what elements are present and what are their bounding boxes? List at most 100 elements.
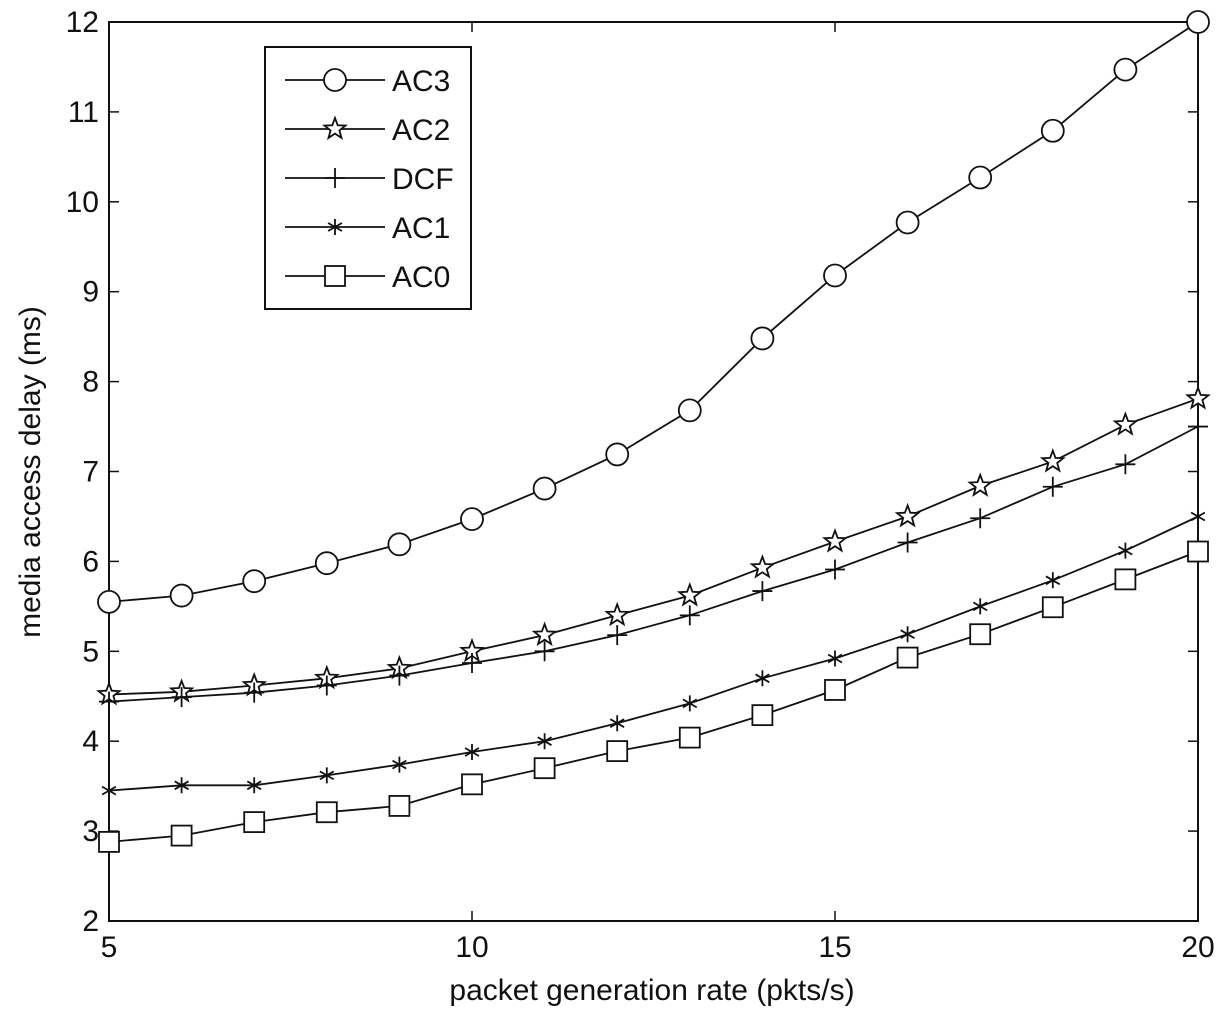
data-point-ac1 — [972, 598, 988, 615]
series-ac1 — [101, 508, 1206, 799]
data-point-ac0 — [1187, 540, 1209, 563]
y-tick-label: 11 — [68, 96, 99, 129]
data-point-ac3 — [532, 476, 557, 501]
data-point-dcf — [1115, 454, 1136, 475]
data-point-dcf — [171, 687, 192, 708]
data-point-ac0 — [606, 740, 629, 762]
data-point-ac3 — [677, 398, 702, 423]
data-point-ac3 — [387, 532, 412, 557]
data-point-ac3 — [750, 326, 775, 351]
data-point-dcf — [752, 581, 773, 602]
y-tick-label: 2 — [82, 905, 99, 938]
data-point-ac3 — [1040, 118, 1065, 143]
data-point-ac1 — [682, 695, 698, 712]
data-point-ac1 — [464, 744, 480, 760]
x-tick-label: 15 — [818, 931, 851, 964]
y-tick-label: 7 — [82, 456, 99, 489]
legend-label: AC2 — [392, 114, 450, 147]
legend-marker-ac2 — [322, 115, 348, 140]
y-tick-label: 3 — [82, 815, 99, 848]
data-point-dcf — [1042, 476, 1063, 497]
data-point-ac1 — [537, 733, 552, 750]
data-point-ac1 — [319, 767, 335, 784]
x-tick-label: 5 — [101, 931, 118, 964]
x-tick-label: 10 — [455, 931, 488, 964]
data-point-ac1 — [1045, 572, 1061, 589]
y-tick-label: 4 — [82, 725, 99, 758]
data-point-ac1 — [174, 777, 189, 794]
series-ac2 — [96, 385, 1211, 706]
x-tick-label: 20 — [1181, 931, 1214, 964]
data-point-ac2 — [604, 601, 631, 627]
legend-label: DCF — [392, 163, 454, 196]
data-point-ac2 — [1185, 385, 1211, 410]
y-axis-title: media access delay (ms) — [14, 306, 47, 638]
series-line-ac2 — [108, 397, 1199, 696]
legend-label: AC1 — [392, 212, 450, 245]
data-point-ac3 — [1186, 10, 1210, 34]
series-dcf — [99, 416, 1208, 712]
data-point-ac3 — [823, 263, 847, 288]
data-point-ac0 — [388, 795, 411, 817]
data-point-ac0 — [461, 773, 483, 796]
series-line-ac1 — [108, 515, 1199, 792]
data-point-ac2 — [676, 582, 703, 607]
data-point-ac2 — [749, 554, 776, 579]
data-point-ac1 — [246, 777, 262, 794]
data-point-ac2 — [1112, 411, 1139, 436]
series-ac3 — [97, 10, 1210, 614]
data-point-ac1 — [900, 626, 915, 643]
data-point-dcf — [679, 605, 700, 626]
data-point-ac3 — [1113, 57, 1138, 82]
data-point-ac1 — [1118, 542, 1133, 559]
legend-marker-ac3 — [323, 68, 347, 92]
data-point-dcf — [1188, 416, 1208, 437]
y-tick-label: 5 — [82, 635, 99, 668]
data-point-ac1 — [1190, 508, 1206, 525]
data-point-ac1 — [827, 650, 843, 667]
data-point-ac3 — [97, 589, 121, 614]
data-point-ac0 — [533, 757, 556, 780]
y-tick-label: 10 — [66, 186, 99, 219]
y-tick-label: 8 — [82, 366, 99, 399]
legend-label: AC3 — [392, 65, 450, 98]
data-point-ac3 — [242, 569, 267, 594]
data-point-ac1 — [101, 782, 117, 799]
data-point-ac0 — [678, 726, 701, 749]
data-point-ac0 — [243, 811, 266, 834]
data-point-dcf — [970, 508, 991, 529]
data-point-ac0 — [1041, 596, 1064, 619]
data-point-ac3 — [169, 583, 194, 608]
data-point-ac0 — [751, 704, 774, 727]
data-point-ac0 — [824, 679, 846, 701]
data-point-ac3 — [460, 507, 484, 532]
series-line-ac3 — [108, 21, 1199, 603]
data-point-ac2 — [1039, 448, 1066, 473]
legend-marker-ac0 — [324, 265, 346, 287]
series-ac0 — [98, 540, 1209, 853]
data-point-dcf — [462, 652, 482, 673]
data-point-ac0 — [315, 801, 338, 824]
legend-marker-ac1 — [327, 219, 343, 235]
legend-marker-dcf — [325, 168, 345, 188]
y-tick-label: 12 — [66, 6, 99, 39]
y-tick-label: 9 — [82, 276, 99, 309]
data-point-dcf — [897, 532, 918, 553]
series-line-dcf — [108, 425, 1199, 703]
data-point-ac1 — [755, 670, 770, 687]
data-point-ac2 — [822, 528, 848, 553]
data-point-ac0 — [98, 830, 120, 853]
data-point-ac3 — [895, 210, 920, 235]
data-point-dcf — [316, 675, 337, 696]
data-point-ac2 — [531, 621, 558, 647]
data-point-ac0 — [1114, 568, 1137, 591]
data-point-dcf — [607, 625, 628, 646]
data-point-ac2 — [967, 472, 994, 497]
data-point-ac1 — [609, 715, 625, 732]
data-point-ac0 — [896, 646, 919, 669]
legend-label: AC0 — [392, 261, 450, 294]
data-point-ac3 — [314, 551, 339, 576]
data-point-dcf — [534, 641, 555, 662]
data-point-ac0 — [170, 824, 193, 847]
